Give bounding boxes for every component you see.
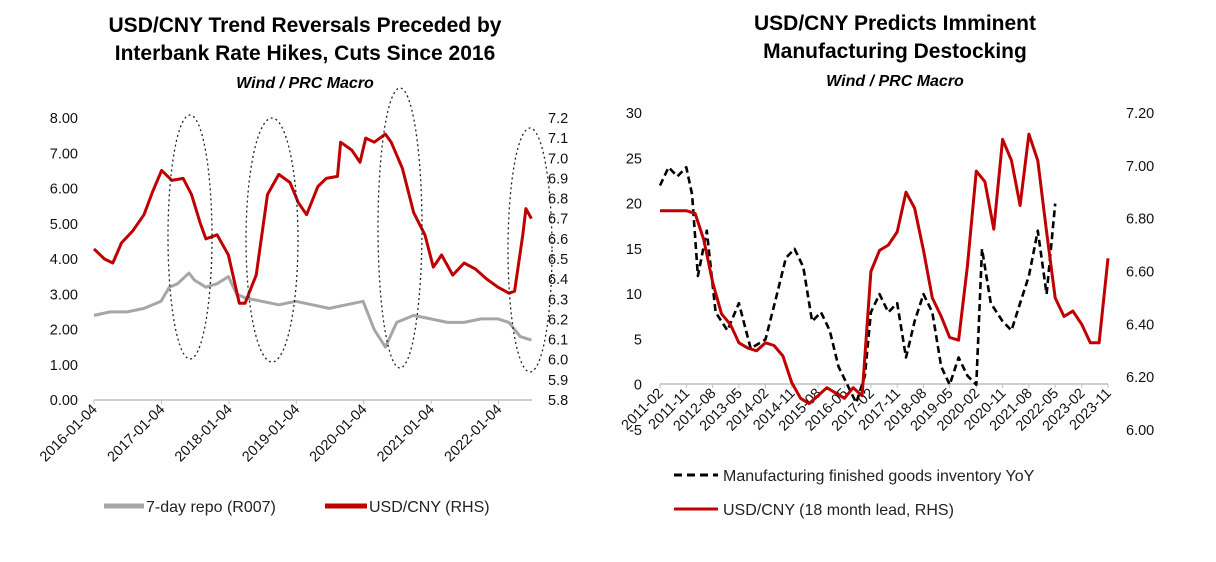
legend-label-usdcny: USD/CNY (RHS) xyxy=(369,499,490,516)
left-y-right-tick: 7.2 xyxy=(548,111,568,127)
left-x-tick: 2017-01-04 xyxy=(105,402,169,466)
left-y-left-tick: 7.00 xyxy=(50,146,78,162)
left-y-left-tick: 1.00 xyxy=(50,358,78,374)
left-y-right-tick: 6.6 xyxy=(548,232,568,248)
left-x-tick: 2018-01-04 xyxy=(172,402,236,466)
left-y-right-tick: 6.8 xyxy=(548,192,568,208)
left-y-right-tick: 6.3 xyxy=(548,292,568,308)
right-y-right-tick: 7.00 xyxy=(1126,159,1154,175)
left-y-right-tick: 6.9 xyxy=(548,171,568,187)
right-y-right-tick: 6.60 xyxy=(1126,265,1154,281)
chart-right-svg: USD/CNY Predicts Imminent Manufacturing … xyxy=(619,12,1155,519)
chart-left-svg: USD/CNY Trend Reversals Preceded by Inte… xyxy=(37,14,568,516)
left-y-left-tick: 8.00 xyxy=(50,111,78,127)
left-y-left-tick: 0.00 xyxy=(50,393,78,409)
chart-left-title-line-2: Interbank Rate Hikes, Cuts Since 2016 xyxy=(115,42,496,65)
chart-left-subtitle: Wind / PRC Macro xyxy=(236,75,374,92)
left-y-left-tick: 5.00 xyxy=(50,217,78,233)
right-y-right-tick: 6.20 xyxy=(1126,370,1154,386)
left-y-right-tick: 6.4 xyxy=(548,272,568,288)
chart-left-legend: 7-day repo (R007) USD/CNY (RHS) xyxy=(104,499,490,516)
left-x-tick: 2016-01-04 xyxy=(37,402,101,466)
right-series-line-1 xyxy=(660,132,1110,406)
left-x-tick: 2022-01-04 xyxy=(442,402,506,466)
left-x-tick: 2020-01-04 xyxy=(307,402,371,466)
chart-right-title-line-2: Manufacturing Destocking xyxy=(763,40,1027,63)
right-y-left-tick: 15 xyxy=(626,242,642,258)
left-y-left-tick: 4.00 xyxy=(50,252,78,268)
left-highlight-ellipse xyxy=(245,117,299,363)
right-y-left-tick: 10 xyxy=(626,287,642,303)
right-y-left-tick: -5 xyxy=(629,423,642,439)
right-y-right-tick: 6.40 xyxy=(1126,317,1154,333)
left-y-right-tick: 6.5 xyxy=(548,252,568,268)
left-x-tick: 2021-01-04 xyxy=(374,402,438,466)
chart-right-subtitle: Wind / PRC Macro xyxy=(826,73,964,90)
chart-left: USD/CNY Trend Reversals Preceded by Inte… xyxy=(37,14,568,516)
left-y-right-tick: 7.0 xyxy=(548,151,568,167)
left-y-right-tick: 5.9 xyxy=(548,373,568,389)
left-y-left-tick: 2.00 xyxy=(50,323,78,339)
left-series-line-1 xyxy=(92,132,533,305)
chart-right: USD/CNY Predicts Imminent Manufacturing … xyxy=(608,0,1216,562)
left-highlight-ellipse xyxy=(167,114,213,360)
legend-label-usdcny-lead: USD/CNY (18 month lead, RHS) xyxy=(723,502,954,519)
left-y-left-tick: 3.00 xyxy=(50,287,78,303)
right-y-right-tick: 7.20 xyxy=(1126,106,1154,122)
right-y-left-tick: 5 xyxy=(634,332,642,348)
left-y-right-tick: 6.7 xyxy=(548,212,568,228)
legend-label-repo: 7-day repo (R007) xyxy=(146,499,276,516)
left-y-right-tick: 6.1 xyxy=(548,333,568,349)
left-y-right-tick: 6.2 xyxy=(548,312,568,328)
chart-left-title-line-1: USD/CNY Trend Reversals Preceded by xyxy=(109,14,502,37)
legend-label-inventory: Manufacturing finished goods inventory Y… xyxy=(723,468,1035,485)
right-y-left-tick: 20 xyxy=(626,197,642,213)
left-y-right-tick: 5.8 xyxy=(548,393,568,409)
right-y-left-tick: 30 xyxy=(626,106,642,122)
left-highlight-ellipse xyxy=(377,87,423,369)
chart-right-title-line-1: USD/CNY Predicts Imminent xyxy=(754,12,1036,35)
left-series-line-0 xyxy=(93,271,532,349)
left-x-tick: 2019-01-04 xyxy=(239,402,303,466)
right-y-left-tick: 0 xyxy=(634,378,642,394)
right-y-right-tick: 6.80 xyxy=(1126,212,1154,228)
right-y-right-tick: 6.00 xyxy=(1126,423,1154,439)
chart-right-legend: Manufacturing finished goods inventory Y… xyxy=(674,468,1035,519)
left-y-right-tick: 6.0 xyxy=(548,353,568,369)
left-y-right-tick: 7.1 xyxy=(548,131,568,147)
left-highlight-ellipse xyxy=(507,127,553,373)
left-y-left-tick: 6.00 xyxy=(50,182,78,198)
right-y-left-tick: 25 xyxy=(626,151,642,167)
